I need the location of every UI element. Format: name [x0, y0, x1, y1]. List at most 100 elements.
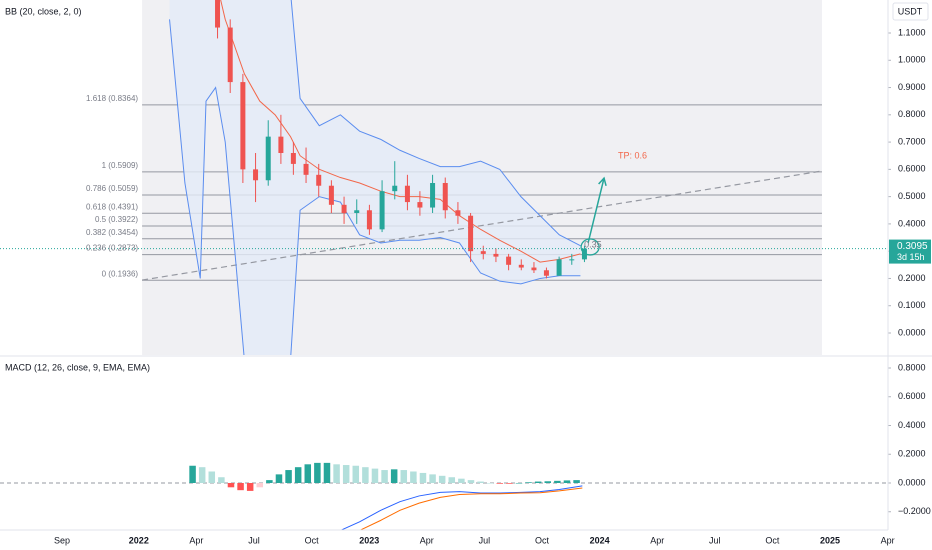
- countdown-label: 3d 15h: [897, 252, 925, 262]
- histogram-bar: [189, 465, 196, 483]
- histogram-bar: [496, 482, 504, 484]
- candle-body: [543, 270, 549, 276]
- histogram-bar: [275, 474, 283, 483]
- unit-box: [892, 2, 929, 21]
- x-tick-label: Jul: [709, 535, 721, 545]
- histogram-bar: [544, 481, 552, 483]
- candle-body: [518, 264, 524, 268]
- candle-body: [493, 253, 499, 257]
- histogram-bar: [448, 477, 456, 483]
- histogram-bar: [458, 478, 465, 483]
- candle-body: [455, 210, 461, 216]
- candle-body: [328, 185, 334, 205]
- y-tick-label: 0.6000: [898, 391, 926, 401]
- candle-body: [366, 210, 372, 230]
- histogram-bar: [467, 480, 475, 483]
- candle-body: [253, 169, 259, 181]
- histogram-bar: [371, 468, 379, 483]
- histogram-bar: [563, 480, 571, 483]
- histogram-bar: [410, 471, 417, 483]
- candle-body: [569, 259, 575, 261]
- x-tick-label: 2023: [359, 535, 379, 545]
- x-tick-label: Apr: [650, 535, 664, 545]
- histogram-bar: [218, 477, 225, 483]
- histogram-bar: [381, 470, 388, 483]
- fib-label: 0.618 (0.4391): [86, 202, 138, 211]
- candle-body: [442, 182, 448, 211]
- y-tick-label: 0.0000: [898, 327, 926, 337]
- candle-body: [430, 182, 436, 208]
- unit-label: USDT: [898, 6, 923, 16]
- x-tick-label: Oct: [535, 535, 550, 545]
- histogram-bar: [256, 482, 264, 488]
- histogram-bar: [362, 467, 369, 483]
- histogram-bar: [429, 474, 436, 483]
- candle-body: [316, 174, 322, 186]
- y-tick-label: 0.8000: [898, 362, 926, 372]
- macd-title: MACD (12, 26, close, 9, EMA, EMA): [5, 362, 150, 372]
- bb-title: BB (20, close, 2, 0): [5, 6, 82, 16]
- histogram-bar: [390, 469, 398, 483]
- candle-body: [215, 0, 221, 28]
- histogram-bar: [486, 482, 494, 484]
- fib-label: 0.5 (0.3922): [95, 215, 138, 224]
- candle-body: [354, 210, 360, 213]
- histogram-bar: [198, 467, 206, 483]
- axes: 1.1000 1.0000 0.9000 0.8000 0.7000 0.6000 0.50…: [54, 2, 931, 545]
- x-tick-label: Apr: [189, 535, 203, 545]
- band-fill: [169, 0, 581, 355]
- y-tick-label: 0.7000: [898, 136, 926, 146]
- fib-label: 0.382 (0.3454): [86, 228, 138, 237]
- x-tick-label: 2022: [129, 535, 149, 545]
- y-tick-label: 0.5000: [898, 191, 926, 201]
- x-tick-label: Sep: [54, 535, 70, 545]
- fib-label: 1 (0.5909): [102, 161, 139, 170]
- price-pane: TP: 0.6 0.35: [0, 0, 888, 355]
- candle-body: [290, 152, 296, 164]
- y-tick-label: −0.2000: [898, 506, 931, 516]
- annotation: 0.35: [584, 239, 602, 249]
- candle-body: [341, 204, 347, 213]
- histogram-bar: [323, 462, 331, 483]
- candle-body: [480, 251, 486, 254]
- candle-body: [404, 185, 410, 203]
- arrow: [587, 177, 605, 244]
- x-tick-label: Oct: [765, 535, 780, 545]
- histogram-bar: [342, 465, 350, 483]
- candle-body: [506, 256, 512, 265]
- fib-label: 0.236 (0.2873): [86, 244, 138, 253]
- last-price-tag: [889, 239, 931, 264]
- x-tick-label: 2024: [590, 535, 610, 545]
- y-tick-label: 1.0000: [898, 55, 926, 65]
- histogram-bar: [400, 470, 408, 483]
- candle-body: [392, 185, 398, 192]
- band-line: [220, 0, 581, 263]
- candle-body: [278, 136, 284, 153]
- y-tick-label: 0.1000: [898, 300, 926, 310]
- candle-body: [379, 191, 385, 230]
- histogram-bar: [525, 482, 532, 483]
- histogram-bar: [554, 480, 561, 483]
- y-tick-label: 0.2000: [898, 273, 926, 283]
- y-tick-label: 0.8000: [898, 109, 926, 119]
- histogram-bar: [314, 462, 321, 483]
- candle-body: [531, 267, 537, 271]
- fib-label: 0 (0.1936): [102, 269, 139, 278]
- histogram-bar: [573, 480, 580, 483]
- x-tick-label: 2025: [820, 535, 840, 545]
- candle-body: [265, 136, 271, 181]
- candle-body: [303, 163, 309, 175]
- histogram-bar: [506, 482, 513, 484]
- x-tick-label: Jul: [479, 535, 491, 545]
- candle-body: [556, 259, 562, 276]
- candle-body: [468, 215, 474, 252]
- x-tick-label: Apr: [881, 535, 895, 545]
- macd-pane: [0, 462, 888, 530]
- histogram-bar: [237, 482, 244, 491]
- y-tick-label: 0.4000: [898, 218, 926, 228]
- histogram-bar: [515, 482, 523, 484]
- band-line: [290, 0, 581, 247]
- histogram-bar: [246, 482, 254, 491]
- candle-body: [240, 82, 246, 170]
- x-tick-label: Jul: [248, 535, 260, 545]
